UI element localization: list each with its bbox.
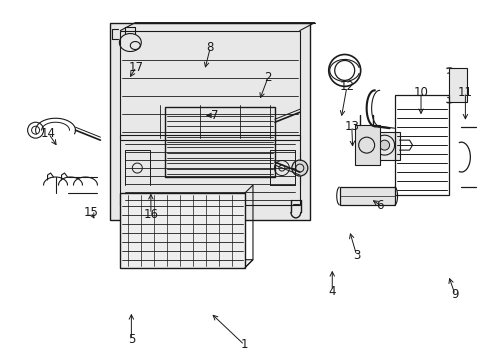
Bar	[394, 95, 448, 195]
Text: 11: 11	[457, 86, 472, 99]
Circle shape	[379, 140, 389, 150]
Bar	[120, 135, 299, 205]
Text: 5: 5	[127, 333, 135, 346]
Bar	[369, 132, 399, 160]
Text: 8: 8	[206, 41, 214, 54]
Text: 13: 13	[344, 120, 359, 133]
Text: 3: 3	[352, 249, 360, 262]
Text: 15: 15	[83, 206, 98, 219]
Text: 4: 4	[328, 285, 335, 298]
Text: 17: 17	[128, 60, 143, 73]
Text: 10: 10	[413, 86, 427, 99]
Text: 7: 7	[210, 109, 218, 122]
Text: 16: 16	[143, 208, 158, 221]
Text: 12: 12	[339, 80, 354, 93]
Bar	[448, 68, 467, 102]
Text: 14: 14	[41, 127, 56, 140]
Bar	[354, 125, 379, 165]
Bar	[339, 187, 394, 205]
Text: 6: 6	[376, 199, 383, 212]
Text: 2: 2	[264, 71, 271, 84]
Bar	[165, 107, 274, 177]
Bar	[120, 31, 299, 140]
Bar	[110, 23, 309, 220]
Bar	[120, 193, 244, 268]
Text: 9: 9	[450, 288, 458, 301]
Polygon shape	[120, 260, 252, 268]
Text: 1: 1	[240, 338, 248, 351]
Circle shape	[291, 160, 307, 176]
Bar	[110, 23, 309, 220]
